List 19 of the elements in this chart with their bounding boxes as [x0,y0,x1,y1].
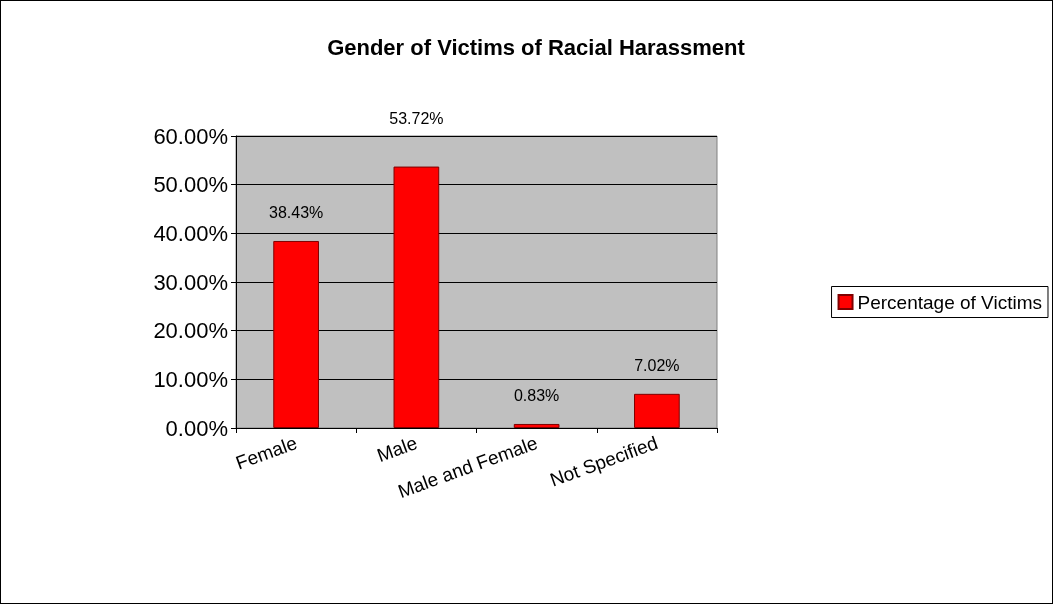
y-tick-label: 50.00% [153,172,228,198]
bar [634,393,680,428]
y-tick-label: 10.00% [153,366,228,392]
data-label: 38.43% [268,204,324,222]
data-label: 7.02% [634,357,680,375]
bar [513,423,560,428]
y-tick-label: 30.00% [153,269,228,295]
y-tick-label: 0.00% [165,415,228,441]
legend-label: Percentage of Victims [857,291,1043,313]
data-label: 53.72% [389,110,444,128]
data-label: 0.83% [513,387,560,405]
x-tick-label: Female [232,432,300,474]
y-tick-label: 20.00% [153,318,228,344]
y-tick-label: 60.00% [153,123,228,149]
x-tick-label: Male [374,432,420,466]
bar [393,166,440,428]
y-tick-label: 40.00% [153,220,228,246]
bar [273,240,319,428]
chart-title: Gender of Victims of Racial Harassment [327,34,746,60]
